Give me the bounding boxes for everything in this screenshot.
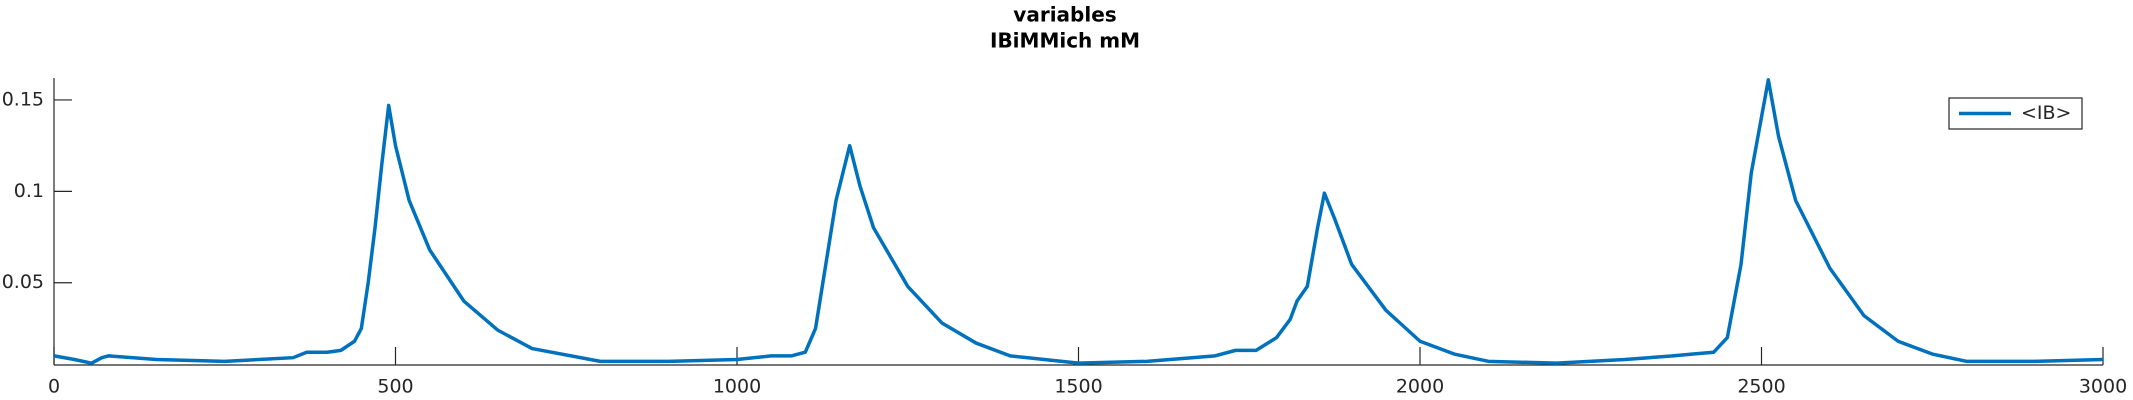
legend-label: <IB>: [2021, 102, 2071, 124]
x-tick-label: 2000: [1396, 376, 1444, 398]
y-tick-label: 0.15: [2, 88, 44, 110]
line: [53, 78, 2104, 365]
x-tick-label: 1500: [1054, 376, 1102, 398]
x-tick-label: 0: [48, 376, 60, 398]
chart-title: variables: [1013, 3, 1116, 27]
x-tick-label: 500: [377, 376, 413, 398]
y-tick-label: 0.05: [2, 271, 44, 293]
chart-subtitle: IBiMMich mM: [990, 29, 1140, 53]
x-tick-label: 1000: [713, 376, 761, 398]
y-tick-label: 0.1: [14, 180, 44, 202]
x-tick-label: 3000: [2079, 376, 2127, 398]
x-tick-label: 2500: [1737, 376, 1785, 398]
